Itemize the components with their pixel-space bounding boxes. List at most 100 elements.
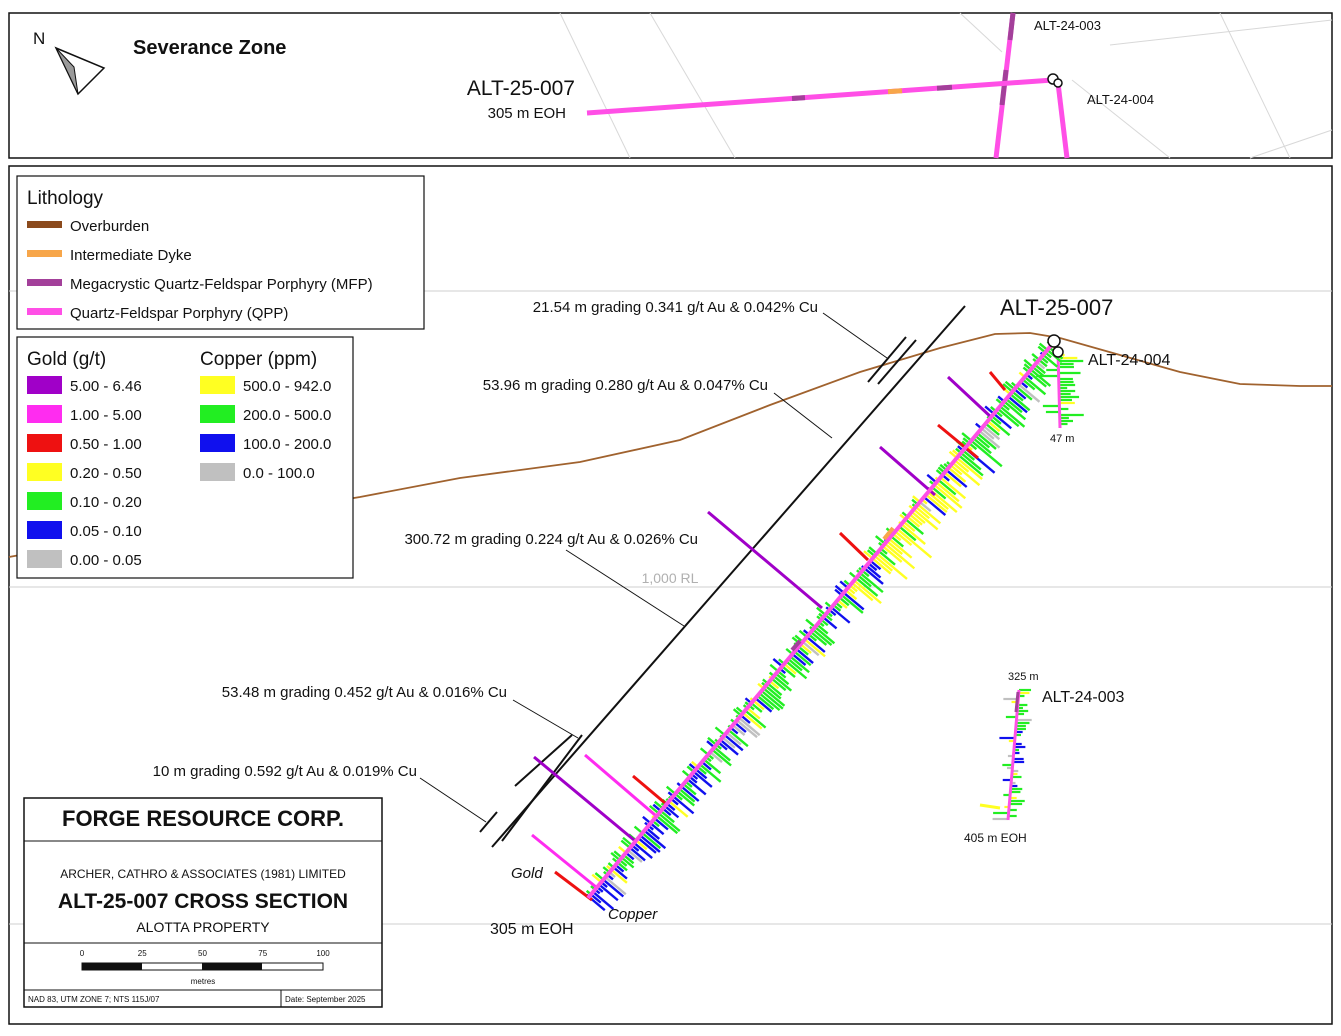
copper-histogram-bar	[616, 861, 628, 872]
copper-histogram-bar	[713, 746, 731, 762]
gold-swatch	[27, 492, 62, 510]
copper-histogram-bar	[982, 425, 1001, 441]
scale-tick-label: 50	[198, 949, 207, 958]
copper-histogram-bar	[762, 687, 786, 707]
copper-histogram-bar	[904, 518, 925, 535]
copper-swatch	[200, 376, 235, 394]
date-note: Date: September 2025	[285, 995, 366, 1004]
copper-histogram-bar	[906, 515, 921, 528]
copper-histogram-bar	[695, 768, 708, 780]
copper-histogram-bar	[933, 483, 963, 509]
gold-swatch	[27, 376, 62, 394]
north-arrow-icon	[54, 46, 106, 96]
section-hole-003-label: ALT-24-003	[1042, 689, 1125, 706]
gold-histogram-bar	[533, 755, 635, 842]
north-label: N	[33, 29, 45, 48]
copper-histogram-bar	[621, 856, 635, 869]
gold-swatch	[27, 405, 62, 423]
copper-histogram-bar	[799, 643, 812, 654]
copper-histogram-bar	[902, 520, 916, 533]
copper-histogram-bar	[993, 412, 1012, 430]
gold-item-label: 5.00 - 6.46	[70, 378, 142, 395]
plan-trace-alt-24-004	[1055, 82, 1070, 159]
copper-histogram-bar	[984, 422, 1000, 436]
section-hole-main-label: ALT-25-007	[1000, 295, 1113, 320]
hole-003-top: 325 m	[1008, 671, 1039, 683]
copper-histogram-bar	[653, 817, 669, 831]
gold-item-label: 0.20 - 0.50	[70, 465, 142, 482]
copper-histogram-bar	[1030, 368, 1052, 387]
copper-histogram-bar	[649, 822, 665, 836]
copper-histogram-bar	[668, 800, 689, 818]
copper-histogram-bar	[912, 508, 939, 531]
gold-histogram-bar	[937, 423, 979, 460]
copper-legend-title: Copper (ppm)	[200, 349, 317, 370]
copper-histogram-bar	[999, 405, 1026, 428]
copper-histogram-bar	[598, 883, 619, 902]
copper-histogram-bar	[1023, 376, 1047, 396]
copper-histogram-bar	[623, 854, 635, 865]
gold-swatch	[27, 434, 62, 452]
copper-histogram-bar	[723, 734, 744, 752]
copper-histogram-bar	[771, 677, 787, 692]
copper-histogram-bar	[793, 650, 812, 667]
copper-histogram-bar	[797, 645, 809, 656]
copper-histogram-bar	[914, 506, 931, 520]
collar-alt-24-004-icon	[1052, 346, 1064, 358]
main-hole-eoh: 305 m EOH	[490, 921, 574, 938]
drill-trace-alt-25-007	[531, 340, 1066, 912]
copper-histogram-bar	[988, 417, 1011, 437]
copper-histogram-bar	[1017, 383, 1041, 403]
lithology-swatch	[27, 221, 62, 228]
copper-histogram-bar	[997, 407, 1020, 428]
plan-hole-003-label: ALT-24-003	[1034, 18, 1101, 33]
plan-gridlines	[559, 12, 1333, 159]
plan-hole-004-label: ALT-24-004	[1087, 92, 1154, 107]
copper-histogram-bar	[1003, 400, 1027, 421]
copper-histogram-bar	[937, 479, 957, 496]
consultant-name: ARCHER, CATHRO & ASSOCIATES (1981) LIMIT…	[60, 867, 346, 881]
copper-histogram-bar	[758, 692, 781, 712]
copper-histogram-bar	[919, 501, 932, 513]
copper-histogram-bar	[816, 623, 829, 635]
copper-histogram-bar	[1011, 390, 1024, 402]
copper-histogram-bar	[629, 846, 646, 862]
gold-item-label: 0.10 - 0.20	[70, 494, 142, 511]
copper-histogram-bar	[863, 567, 884, 585]
copper-histogram-bar	[1042, 353, 1059, 368]
copper-histogram-bar	[958, 454, 984, 477]
gold-item-label: 0.50 - 1.00	[70, 436, 142, 453]
gold-histogram-bar	[838, 531, 870, 562]
copper-histogram-bar	[886, 540, 904, 555]
copper-histogram-bar	[709, 751, 723, 763]
copper-histogram-bar	[635, 839, 648, 851]
copper-histogram-bar	[855, 577, 879, 597]
copper-histogram-bar	[686, 778, 707, 796]
copper-histogram-bar	[822, 616, 838, 630]
copper-histogram-bar	[682, 783, 697, 796]
copper-histogram-bar	[783, 662, 797, 675]
gold-item-label: 1.00 - 5.00	[70, 407, 142, 424]
copper-histogram-bar	[1009, 393, 1031, 412]
copper-histogram-bar	[703, 758, 722, 775]
copper-histogram-bar	[947, 466, 967, 483]
copper-histogram-bar	[655, 815, 679, 835]
copper-histogram-bar	[925, 493, 948, 514]
copper-histogram-bar	[738, 716, 761, 737]
copper-histogram-bar	[935, 481, 960, 503]
copper-histogram-bar	[923, 496, 947, 516]
copper-histogram-bar	[884, 542, 916, 570]
copper-histogram-bar	[843, 591, 865, 611]
copper-histogram-bar	[853, 579, 882, 605]
copper-histogram-bar	[943, 471, 962, 488]
copper-histogram-bar	[945, 469, 968, 488]
copper-histogram-bar	[962, 449, 976, 461]
copper-histogram-bar	[845, 589, 858, 601]
copper-histogram-bar	[754, 697, 773, 713]
copper-histogram-bar	[954, 459, 970, 473]
intercept-bars	[479, 305, 966, 848]
copper-histogram-bar	[721, 736, 736, 749]
gold-swatch	[27, 521, 62, 539]
copper-histogram-bar	[894, 530, 913, 546]
copper-histogram-bar	[1021, 378, 1036, 391]
